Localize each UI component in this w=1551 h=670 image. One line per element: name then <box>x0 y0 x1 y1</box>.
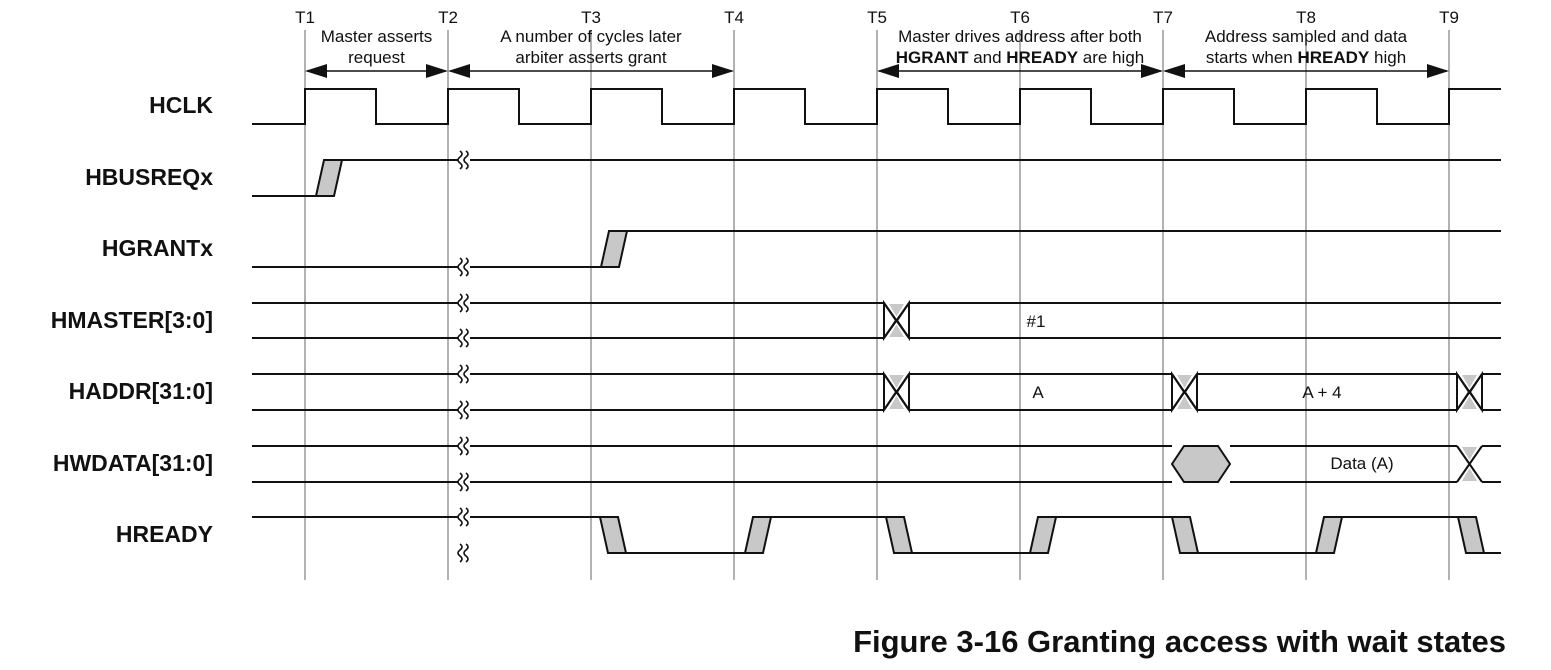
hwdata-crossing <box>1456 445 1483 483</box>
annotation-line2: starts when HREADY high <box>1206 48 1406 67</box>
hbusreq-waveform <box>252 159 1501 197</box>
break-mark <box>457 150 470 170</box>
break-mark <box>457 293 470 313</box>
signal-label-2: HGRANTx <box>102 235 213 261</box>
annotation-1: Master asserts request <box>305 27 448 78</box>
time-marker-T6: T6 <box>1010 8 1030 27</box>
break-mark <box>457 436 470 456</box>
time-marker-T3: T3 <box>581 8 601 27</box>
hready-transition <box>1456 516 1486 554</box>
arrowhead-right <box>426 64 448 78</box>
arrowhead-left <box>448 64 470 78</box>
annotation-3: Master drives address after both HGRANT a… <box>877 27 1163 78</box>
hready-transition <box>598 516 628 554</box>
hbusreq-transition <box>314 159 344 197</box>
hclk-waveform <box>252 88 1501 125</box>
annotation-line1: A number of cycles later <box>500 27 682 46</box>
time-marker-T1: T1 <box>295 8 315 27</box>
arrowhead-right <box>1141 64 1163 78</box>
signal-label-0: HCLK <box>149 92 213 118</box>
break-mark <box>457 472 470 492</box>
hready-transition <box>1028 516 1058 554</box>
bus-value-haddr_a: A <box>1032 383 1044 402</box>
signal-label-6: HREADY <box>116 521 213 547</box>
annotation-line1: Master asserts <box>321 27 432 46</box>
arrowhead-right <box>1427 64 1449 78</box>
signal-label-3: HMASTER[3:0] <box>51 307 213 333</box>
arrowhead-left <box>1163 64 1185 78</box>
break-mark <box>457 257 470 277</box>
break-mark <box>457 543 470 563</box>
break-mark <box>457 364 470 384</box>
annotation-line1: Master drives address after both <box>898 27 1142 46</box>
hwdata-waveform <box>252 445 1501 483</box>
signal-label-4: HADDR[31:0] <box>69 378 213 404</box>
signal-label-1: HBUSREQx <box>85 164 213 190</box>
time-marker-T4: T4 <box>724 8 744 27</box>
time-marker-T7: T7 <box>1153 8 1173 27</box>
time-marker-T8: T8 <box>1296 8 1316 27</box>
haddr-waveform <box>252 373 1501 411</box>
bus-value-hwdata: Data (A) <box>1330 454 1393 473</box>
annotation-line1: Address sampled and data <box>1205 27 1408 46</box>
hgrant-transition <box>599 230 629 268</box>
time-marker-T2: T2 <box>438 8 458 27</box>
break-mark <box>457 328 470 348</box>
break-mark <box>457 400 470 420</box>
annotation-2: A number of cycles later arbiter asserts … <box>448 27 734 78</box>
arrowhead-left <box>305 64 327 78</box>
break-mark <box>457 507 470 527</box>
bus-value-hmaster: #1 <box>1027 312 1046 331</box>
arrowhead-right <box>712 64 734 78</box>
annotation-line2: HGRANT and HREADY are high <box>896 48 1145 67</box>
hready-transition <box>1314 516 1344 554</box>
signal-label-5: HWDATA[31:0] <box>53 450 213 476</box>
hready-transition <box>743 516 773 554</box>
arrowhead-left <box>877 64 899 78</box>
bus-value-haddr_a4: A + 4 <box>1302 383 1341 402</box>
hready-waveform <box>252 516 1501 554</box>
hmaster-crossing <box>883 302 910 339</box>
haddr-crossing <box>883 373 910 411</box>
time-marker-T9: T9 <box>1439 8 1459 27</box>
hmaster-waveform <box>252 302 1501 339</box>
figure-caption: Figure 3-16 Granting access with wait st… <box>853 624 1506 659</box>
annotation-4: Address sampled and data starts when HREA… <box>1163 27 1449 78</box>
haddr-crossing <box>1171 373 1198 411</box>
hready-transition <box>884 516 914 554</box>
hgrant-waveform <box>252 230 1501 268</box>
annotation-line2: arbiter asserts grant <box>515 48 666 67</box>
time-marker-T5: T5 <box>867 8 887 27</box>
hwdata-undefined-region <box>1170 445 1232 483</box>
annotation-line2: request <box>348 48 405 67</box>
haddr-crossing <box>1456 373 1483 411</box>
hready-transition <box>1170 516 1200 554</box>
